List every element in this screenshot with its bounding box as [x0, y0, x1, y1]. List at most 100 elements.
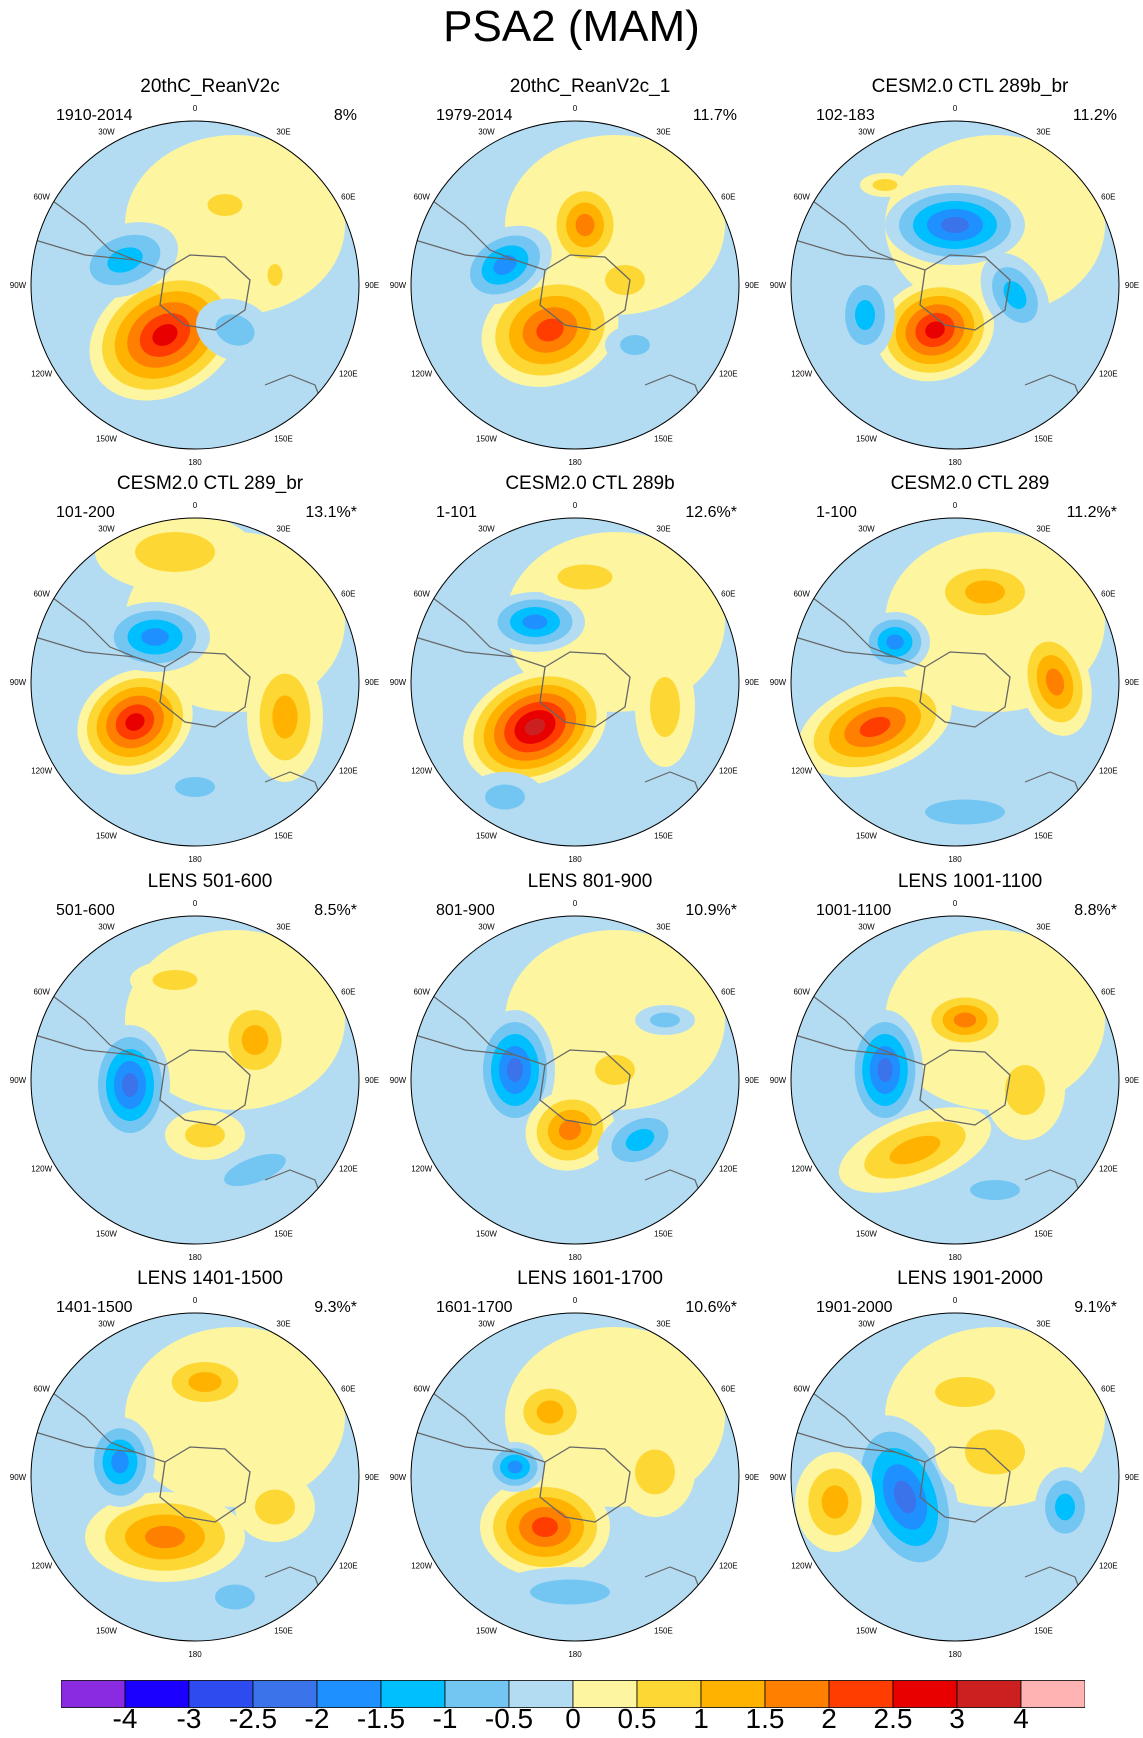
longitude-label: 120E	[1099, 370, 1118, 379]
antarctica-outline	[919, 1446, 1011, 1523]
panel-period: 1401-1500	[56, 1299, 133, 1316]
colorbar-box	[508, 1680, 574, 1708]
longitude-label: 60W	[413, 1385, 430, 1394]
longitude-label: 120W	[31, 1165, 52, 1174]
anomaly-contour	[215, 314, 255, 346]
longitude-label: 60E	[341, 988, 355, 997]
longitude-label: 60W	[33, 1385, 50, 1394]
coastline	[414, 1034, 546, 1066]
anomaly-contour	[241, 1025, 269, 1055]
panel-period: 1001-1100	[816, 902, 892, 919]
anomaly-contour	[524, 718, 546, 736]
longitude-label: 30W	[98, 525, 115, 534]
longitude-label: 180	[568, 458, 582, 467]
colorbar-tick-label: 2.5	[873, 1703, 913, 1734]
map-panel: LENS 1401-1500 1401-1500 9.3%* 0 30E 60E 90E 12…	[10, 1268, 395, 1663]
longitude-label: 120E	[719, 767, 738, 776]
colorbar-tick-label: -3	[176, 1703, 202, 1734]
anomaly-contour	[505, 930, 725, 1110]
longitude-label: 180	[188, 1650, 202, 1659]
colorbar-tick-label: -1.5	[356, 1703, 406, 1734]
longitude-label: 90E	[745, 1473, 759, 1482]
longitude-label: 120E	[719, 1562, 738, 1571]
anomaly-contour	[122, 1073, 138, 1097]
longitude-label: 60E	[721, 193, 735, 202]
colorbar-tick-label: -2.5	[228, 1703, 278, 1734]
antarctica-outline	[159, 1049, 251, 1126]
longitude-label: 90E	[1125, 678, 1139, 687]
anomaly-contour	[507, 1460, 523, 1474]
coastline	[414, 636, 546, 668]
longitude-label: 120W	[411, 767, 432, 776]
map-border	[30, 915, 360, 1245]
colorbar-box	[828, 1680, 894, 1708]
anomaly-contour	[859, 716, 891, 738]
coastline	[804, 1386, 896, 1453]
anomaly-contour	[1055, 1493, 1075, 1521]
panel-title: LENS 1601-1700	[517, 1268, 663, 1289]
anomaly-contour	[886, 634, 904, 650]
longitude-label: 30E	[1036, 923, 1050, 932]
colorbar	[60, 1680, 1086, 1708]
anomaly-contour	[272, 695, 298, 739]
panel-variance-percent: 10.9%*	[685, 902, 737, 919]
longitude-label: 60E	[721, 1385, 735, 1394]
coastline	[794, 239, 926, 271]
antarctica-outline	[539, 254, 631, 331]
longitude-label: 60W	[413, 590, 430, 599]
map-border	[410, 1312, 740, 1642]
anomaly-contour	[558, 1119, 582, 1141]
longitude-label: 150E	[654, 434, 673, 443]
colorbar-tick-label: 2	[821, 1703, 837, 1734]
longitude-label: 60W	[413, 988, 430, 997]
anomaly-contour	[965, 1429, 1025, 1475]
longitude-label: 30E	[1036, 525, 1050, 534]
coastline	[424, 194, 516, 261]
longitude-label: 90W	[390, 678, 407, 687]
longitude-label: 60W	[413, 193, 430, 202]
longitude-label: 150W	[856, 1626, 877, 1635]
longitude-label: 180	[188, 1253, 202, 1262]
antarctica-outline	[919, 1049, 1011, 1126]
longitude-label: 150W	[856, 1229, 877, 1238]
longitude-label: 90W	[10, 678, 27, 687]
panel-period: 1979-2014	[436, 107, 513, 124]
coastline	[794, 1034, 926, 1066]
map-border	[30, 517, 360, 847]
longitude-label: 60W	[33, 988, 50, 997]
longitude-label: 30W	[858, 128, 875, 137]
longitude-label: 120W	[791, 1165, 812, 1174]
antarctica-outline	[159, 1446, 251, 1523]
longitude-label: 120W	[791, 1562, 812, 1571]
longitude-label: 150E	[1034, 434, 1053, 443]
antarctica-outline	[919, 254, 1011, 331]
longitude-label: 150E	[1034, 831, 1053, 840]
colorbar-tick-label: 1	[693, 1703, 709, 1734]
longitude-label: 90E	[365, 1076, 379, 1085]
longitude-label: 60W	[33, 590, 50, 599]
colorbar-tick-label: 3	[949, 1703, 965, 1734]
longitude-label: 90E	[365, 678, 379, 687]
anomaly-contour	[152, 970, 198, 990]
longitude-label: 30E	[276, 923, 290, 932]
longitude-label: 120E	[339, 767, 358, 776]
anomaly-contour	[530, 1579, 610, 1605]
longitude-label: 90E	[1125, 1473, 1139, 1482]
panel-variance-percent: 9.1%*	[1074, 1299, 1117, 1316]
anomaly-contour	[650, 677, 680, 737]
longitude-label: 90W	[10, 1473, 27, 1482]
map-panel: CESM2.0 CTL 289b_br 102-183 11.2% 0 30E 60E 90…	[770, 76, 1143, 471]
longitude-label: 120E	[1099, 1165, 1118, 1174]
coastline	[794, 636, 926, 668]
longitude-label: 30E	[656, 923, 670, 932]
longitude-label: 0	[193, 1296, 198, 1305]
longitude-label: 90E	[365, 281, 379, 290]
anomaly-contour	[595, 1055, 635, 1085]
longitude-label: 30W	[478, 525, 495, 534]
coastline	[44, 989, 136, 1056]
longitude-label: 60W	[793, 1385, 810, 1394]
longitude-label: 0	[573, 1296, 578, 1305]
panel-period: 1901-2000	[816, 1299, 893, 1316]
anomaly-contour	[175, 777, 215, 797]
anomaly-contour	[267, 264, 283, 286]
